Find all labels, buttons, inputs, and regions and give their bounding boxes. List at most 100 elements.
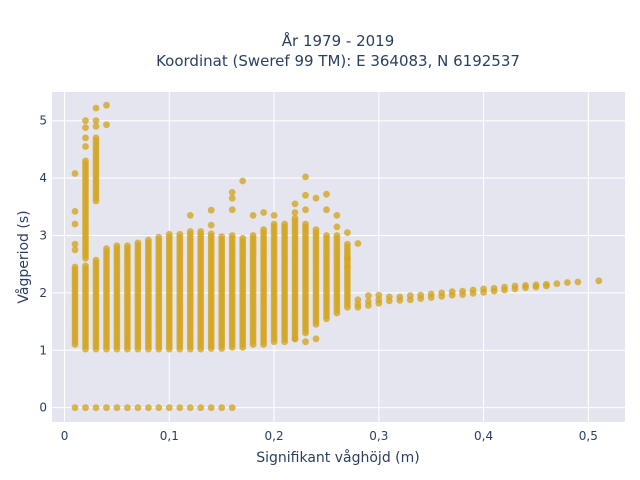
data-point — [480, 288, 487, 296]
data-point — [71, 208, 79, 215]
data-point — [249, 232, 257, 239]
data-point — [92, 104, 100, 112]
y-axis-title: Vågperiod (s) — [15, 210, 32, 303]
data-point — [469, 290, 477, 297]
y-tick-label: 5 — [39, 114, 47, 128]
data-point — [501, 286, 508, 294]
y-tick-label: 3 — [39, 228, 47, 242]
data-point — [124, 404, 131, 412]
data-point — [71, 220, 79, 228]
data-point — [323, 206, 330, 214]
data-point — [228, 189, 236, 196]
data-point — [228, 232, 236, 239]
data-point — [113, 404, 121, 412]
data-point — [302, 173, 309, 181]
data-point — [511, 285, 519, 293]
x-tick-labels: 0 0,1 0,2 0,3 0,4 0,5 — [61, 429, 598, 443]
data-point — [291, 335, 299, 343]
data-point — [291, 209, 299, 216]
data-point — [574, 278, 582, 286]
data-point — [417, 295, 425, 302]
data-point — [323, 232, 330, 239]
data-point — [291, 214, 299, 222]
data-point — [459, 291, 466, 298]
data-point — [396, 296, 404, 304]
y-tick-label: 1 — [39, 343, 47, 357]
data-point — [82, 262, 89, 270]
y-tick-label: 4 — [39, 171, 47, 185]
data-point — [228, 194, 236, 202]
data-point — [186, 404, 194, 412]
data-point — [553, 280, 561, 288]
data-points — [71, 101, 603, 412]
data-point — [354, 303, 362, 311]
data-point — [448, 291, 456, 299]
data-point — [354, 240, 362, 247]
data-point — [134, 239, 142, 247]
data-point — [375, 299, 383, 307]
data-point — [71, 404, 79, 412]
data-point — [92, 256, 100, 264]
data-point — [103, 404, 110, 412]
data-point — [186, 212, 194, 219]
data-point — [165, 404, 173, 412]
data-point — [312, 226, 320, 234]
data-point — [228, 206, 236, 214]
data-point — [71, 263, 79, 271]
data-point — [323, 190, 330, 198]
data-point — [155, 233, 163, 241]
data-point — [92, 123, 100, 130]
data-point — [207, 206, 215, 214]
data-point — [165, 230, 173, 238]
y-tick-labels: 0 1 2 3 4 5 — [39, 114, 47, 415]
x-axis-title: Signifikant våghöjd (m) — [256, 449, 419, 466]
data-point — [385, 297, 393, 305]
data-point — [186, 228, 194, 235]
data-point — [281, 220, 288, 228]
data-point — [218, 404, 226, 412]
data-point — [82, 124, 89, 131]
data-point — [532, 283, 540, 291]
data-point — [82, 134, 89, 142]
x-tick-label: 0,1 — [160, 429, 179, 443]
data-point — [344, 255, 351, 262]
data-point — [522, 284, 529, 292]
y-tick-label: 2 — [39, 286, 47, 300]
data-point — [218, 233, 226, 241]
data-point — [333, 223, 341, 231]
data-point — [333, 212, 341, 219]
data-point — [438, 292, 446, 300]
data-point — [270, 220, 278, 228]
data-point — [302, 206, 309, 214]
data-point — [197, 404, 205, 412]
data-point — [302, 191, 309, 199]
data-point — [239, 234, 247, 242]
data-point — [124, 242, 131, 250]
data-point — [302, 220, 309, 228]
data-point — [145, 236, 152, 244]
data-point — [312, 194, 320, 202]
data-point — [82, 404, 89, 412]
data-point — [333, 232, 341, 239]
x-tick-label: 0,3 — [369, 429, 388, 443]
data-point — [365, 292, 372, 300]
data-point — [595, 277, 603, 285]
data-point — [207, 221, 215, 229]
x-tick-label: 0,4 — [474, 429, 493, 443]
data-point — [260, 226, 267, 234]
data-point — [71, 170, 79, 177]
data-point — [92, 134, 100, 142]
data-point — [71, 240, 79, 248]
data-point — [103, 101, 110, 109]
data-point — [344, 229, 351, 237]
x-tick-label: 0,5 — [579, 429, 598, 443]
data-point — [302, 338, 309, 346]
data-point — [260, 209, 267, 216]
data-point — [134, 404, 142, 412]
data-point — [239, 177, 247, 185]
data-point — [155, 404, 163, 412]
data-point — [344, 240, 351, 248]
data-point — [427, 294, 435, 301]
data-point — [92, 404, 100, 412]
